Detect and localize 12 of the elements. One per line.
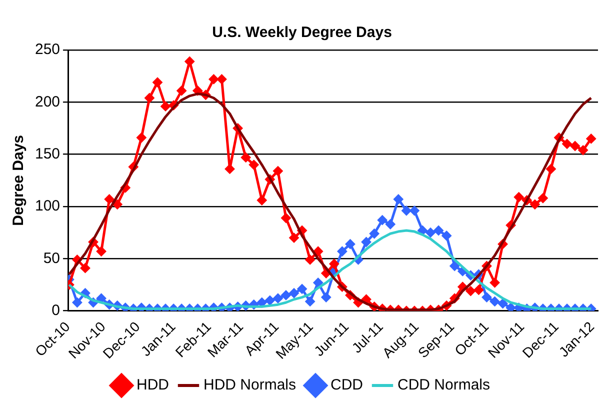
y-tick-label: 50	[43, 250, 60, 267]
legend-label: CDD Normals	[398, 376, 490, 394]
chart-title: U.S. Weekly Degree Days	[212, 24, 392, 42]
y-tick-label: 200	[34, 93, 60, 110]
legend-label: HDD	[136, 376, 170, 394]
y-tick-label: 250	[34, 41, 60, 58]
y-axis-title: Degree Days	[10, 134, 28, 226]
legend-label: CDD	[330, 376, 364, 394]
y-tick-label: 0	[52, 302, 60, 319]
legend-label: HDD Normals	[203, 376, 296, 394]
y-tick-label: 100	[34, 198, 60, 215]
y-tick-label: 150	[34, 145, 60, 162]
